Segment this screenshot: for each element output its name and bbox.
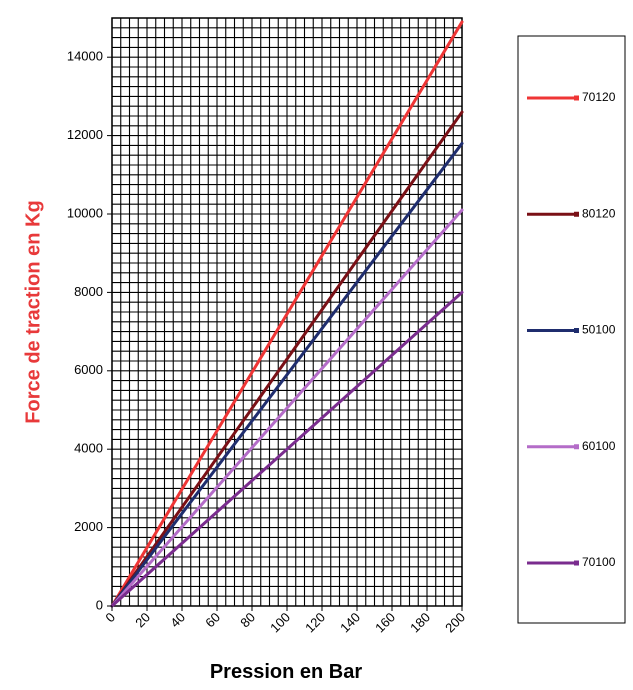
series-line-60100 — [110, 208, 464, 608]
x-tick-label: 0 — [102, 610, 118, 626]
series-line-70120 — [110, 20, 464, 608]
series-line-50100 — [110, 141, 464, 608]
legend-marker-70120 — [574, 95, 579, 101]
legend-marker-80120 — [574, 211, 579, 217]
series-line-80120 — [110, 110, 464, 608]
y-tick-label: 12000 — [67, 127, 103, 142]
series-lines — [110, 20, 464, 608]
y-tick-label: 6000 — [74, 362, 103, 377]
legend-marker-60100 — [574, 444, 579, 450]
y-tick-label: 4000 — [74, 441, 103, 456]
y-tick-label: 10000 — [67, 205, 103, 220]
legend-marker-50100 — [574, 328, 579, 333]
y-tick-label: 14000 — [67, 49, 103, 64]
x-axis-label: Pression en Bar — [210, 661, 363, 683]
legend-items: 70120 80120 50100 60100 70100 — [527, 90, 616, 569]
x-tick-label: 100 — [267, 610, 293, 636]
legend-label-60100: 60100 — [582, 439, 616, 453]
x-tick-label: 60 — [202, 610, 223, 631]
y-tick-label: 2000 — [74, 519, 103, 534]
x-tick-label: 80 — [237, 610, 258, 631]
x-axis-ticks: 0 20 40 60 80 100 120 140 160 180 200 — [102, 606, 468, 635]
legend-label-70120: 70120 — [582, 90, 616, 104]
y-axis-label: Force de traction en Kg — [22, 200, 44, 423]
x-tick-label: 160 — [372, 610, 398, 636]
y-axis-ticks: 0 2000 4000 6000 8000 10000 12000 14000 — [67, 49, 112, 612]
x-tick-label: 20 — [132, 610, 153, 631]
x-tick-label: 120 — [302, 610, 328, 636]
legend-label-80120: 80120 — [582, 206, 616, 220]
y-tick-label: 8000 — [74, 284, 103, 299]
y-tick-label: 0 — [96, 597, 103, 612]
grid-lines — [111, 17, 463, 607]
x-tick-label: 200 — [442, 610, 468, 636]
series-line-70100 — [110, 290, 464, 608]
legend-label-50100: 50100 — [582, 323, 616, 337]
x-tick-label: 40 — [167, 610, 188, 631]
x-tick-label: 180 — [407, 610, 433, 636]
legend-label-70100: 70100 — [582, 555, 616, 569]
legend-marker-70100 — [574, 560, 579, 566]
x-tick-label: 140 — [337, 610, 363, 636]
